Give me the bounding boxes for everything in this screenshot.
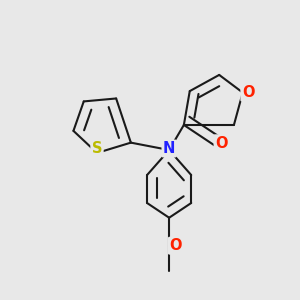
Text: O: O (242, 85, 254, 100)
Text: O: O (169, 238, 182, 253)
Text: N: N (163, 141, 175, 156)
Text: O: O (215, 136, 227, 151)
Text: S: S (92, 141, 102, 156)
